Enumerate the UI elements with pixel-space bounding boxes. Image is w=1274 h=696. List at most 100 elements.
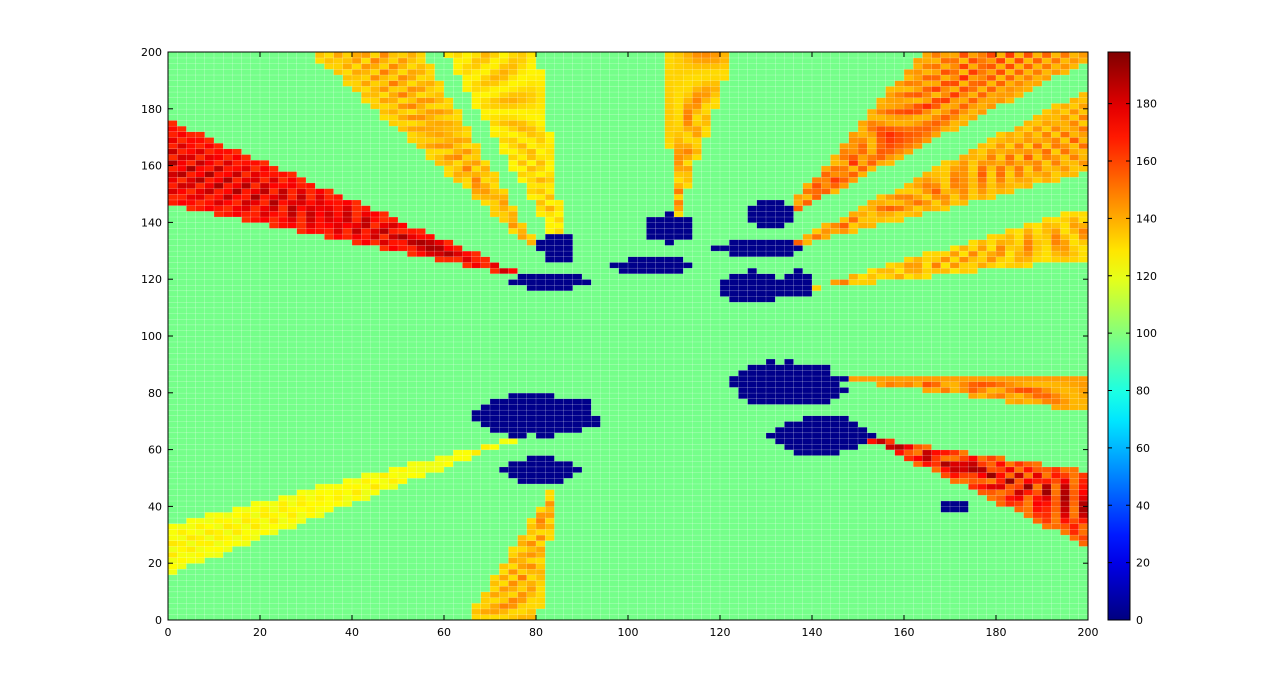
heatmap-cell: [581, 341, 592, 348]
heatmap-cell: [269, 279, 279, 286]
heatmap-cell: [204, 142, 215, 150]
heatmap-cell: [526, 330, 537, 337]
heatmap-cell: [370, 381, 381, 388]
heatmap-cell: [204, 545, 215, 553]
heatmap-cell: [296, 165, 307, 172]
heatmap-cell: [443, 449, 454, 456]
heatmap-cell: [517, 369, 528, 377]
heatmap-cell: [609, 557, 620, 564]
heatmap-cell: [526, 261, 537, 269]
heatmap-cell: [508, 137, 519, 144]
heatmap-cell: [370, 585, 381, 593]
heatmap-cell: [269, 188, 279, 195]
heatmap-cell: [167, 85, 178, 93]
heatmap-cell: [480, 142, 491, 150]
heatmap-cell: [296, 222, 307, 229]
heatmap-cell: [471, 415, 482, 422]
heatmap-cell: [195, 386, 206, 394]
heatmap-cell: [609, 580, 620, 587]
heatmap-cell: [241, 85, 252, 93]
heatmap-cell: [259, 506, 270, 513]
heatmap-cell: [416, 489, 427, 496]
heatmap-cell: [489, 210, 500, 218]
heatmap-cell: [425, 358, 436, 365]
heatmap-cell: [407, 500, 417, 507]
heatmap-cell: [296, 358, 307, 365]
heatmap-cell: [379, 500, 390, 507]
heatmap-cell: [526, 563, 537, 570]
heatmap-cell: [287, 119, 298, 127]
heatmap-cell: [177, 176, 187, 184]
heatmap-cell: [195, 335, 206, 343]
heatmap-cell: [453, 63, 463, 70]
heatmap-cell: [489, 205, 500, 212]
heatmap-cell: [195, 330, 206, 337]
heatmap-cell: [241, 108, 252, 115]
heatmap-cell: [480, 585, 491, 593]
heatmap-cell: [241, 409, 252, 416]
heatmap-cell: [342, 239, 353, 246]
heatmap-cell: [177, 528, 187, 536]
heatmap-cell: [370, 142, 381, 150]
heatmap-cell: [554, 193, 565, 201]
heatmap-cell: [232, 188, 243, 195]
heatmap-cell: [499, 284, 509, 292]
heatmap-cell: [581, 506, 592, 513]
heatmap-cell: [508, 472, 519, 479]
heatmap-cell: [167, 489, 178, 496]
heatmap-cell: [232, 432, 243, 439]
heatmap-cell: [407, 182, 417, 189]
heatmap-cell: [434, 267, 445, 274]
heatmap-cell: [480, 199, 491, 206]
heatmap-cell: [425, 233, 436, 240]
heatmap-cell: [259, 154, 270, 161]
heatmap-cell: [489, 176, 500, 184]
heatmap-cell: [333, 188, 344, 195]
heatmap-cell: [351, 466, 362, 473]
heatmap-cell: [213, 182, 224, 189]
heatmap-cell: [618, 267, 629, 274]
heatmap-cell: [407, 494, 417, 502]
heatmap-cell: [535, 523, 546, 530]
heatmap-cell: [471, 341, 482, 348]
heatmap-cell: [195, 279, 206, 286]
heatmap-cell: [554, 426, 565, 434]
heatmap-cell: [296, 85, 307, 93]
heatmap-cell: [259, 421, 270, 428]
heatmap-cell: [554, 222, 565, 229]
heatmap-cell: [379, 256, 390, 263]
heatmap-cell: [397, 227, 408, 235]
heatmap-cell: [379, 432, 390, 439]
heatmap-cell: [508, 188, 519, 195]
heatmap-cell: [296, 455, 307, 462]
heatmap-cell: [186, 551, 197, 558]
heatmap-cell: [471, 392, 482, 399]
heatmap-cell: [186, 74, 197, 81]
heatmap-cell: [591, 358, 601, 365]
heatmap-cell: [370, 267, 381, 274]
heatmap-cell: [379, 426, 390, 434]
heatmap-cell: [278, 188, 289, 195]
heatmap-cell: [407, 210, 417, 218]
heatmap-cell: [287, 375, 298, 382]
heatmap-cell: [287, 239, 298, 246]
heatmap-cell: [609, 97, 620, 104]
heatmap-cell: [609, 364, 620, 371]
heatmap-cell: [241, 341, 252, 348]
heatmap-cell: [554, 352, 565, 360]
heatmap-cell: [259, 108, 270, 115]
heatmap-cell: [269, 540, 279, 547]
heatmap-cell: [213, 114, 224, 121]
heatmap-cell: [462, 273, 473, 280]
heatmap-cell: [296, 148, 307, 155]
heatmap-cell: [499, 500, 509, 507]
heatmap-cell: [581, 403, 592, 411]
heatmap-cell: [315, 210, 325, 218]
heatmap-cell: [195, 614, 206, 621]
heatmap-cell: [563, 602, 574, 610]
heatmap-cell: [259, 290, 270, 297]
heatmap-cell: [287, 381, 298, 388]
heatmap-cell: [618, 222, 629, 229]
heatmap-cell: [333, 602, 344, 610]
heatmap-cell: [563, 358, 574, 365]
